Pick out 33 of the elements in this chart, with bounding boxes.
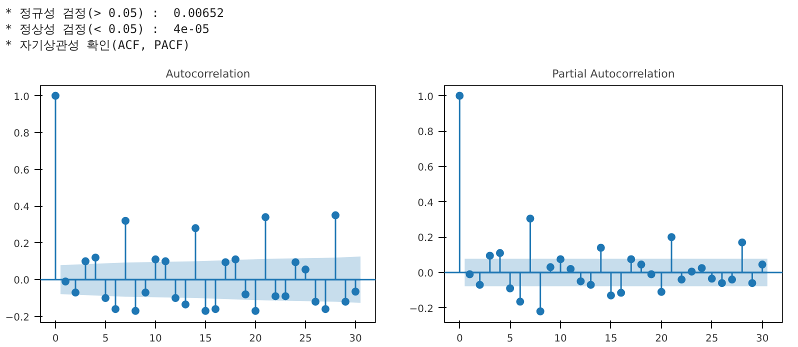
y-tick-label: 0.0	[418, 268, 434, 280]
text: * 정규성 검정(> 0.05) : 0.00652	[5, 6, 224, 20]
x-tick-label: 20	[655, 334, 668, 344]
y-tick-label: 0.8	[14, 128, 30, 140]
x-tick-label: 0	[52, 334, 59, 344]
y-tick-label: 0.2	[14, 238, 30, 250]
y-tick-label: 0.4	[14, 202, 30, 214]
x-tick-label: 15	[199, 334, 212, 344]
y-tick-label: 0.6	[14, 165, 30, 176]
x-tick-label: 5	[506, 334, 514, 344]
chart-title: Partial Autocorrelation	[552, 68, 675, 80]
x-tick-label: 15	[604, 334, 618, 344]
x-tick-label: 30	[756, 334, 769, 344]
y-tick-label: 1.0	[14, 92, 30, 103]
text: * 정상성 검정(< 0.05) : 4e-05	[5, 22, 210, 36]
x-tick-label: 25	[706, 334, 718, 344]
x-tick-label: 20	[249, 334, 262, 344]
x-tick-label: 25	[299, 334, 312, 344]
x-tick-label: 5	[102, 334, 109, 344]
y-tick-label: 0.0	[14, 276, 30, 287]
x-tick-label: 30	[349, 334, 362, 344]
x-tick-label: 10	[554, 334, 567, 344]
y-tick-label: −0.2	[5, 312, 30, 324]
x-tick-label: 0	[456, 334, 463, 344]
text: * 자기상관성 확인(ACF, PACF)	[5, 38, 190, 52]
y-tick-label: −0.2	[409, 304, 434, 315]
y-tick-label: 0.2	[418, 233, 434, 244]
y-tick-label: 0.4	[418, 198, 434, 209]
x-tick-label: 10	[149, 334, 162, 344]
chart-title: Autocorrelation	[166, 68, 250, 80]
y-tick-label: 0.8	[418, 127, 434, 138]
y-tick-label: 0.6	[418, 162, 434, 174]
y-tick-label: 1.0	[418, 92, 434, 103]
